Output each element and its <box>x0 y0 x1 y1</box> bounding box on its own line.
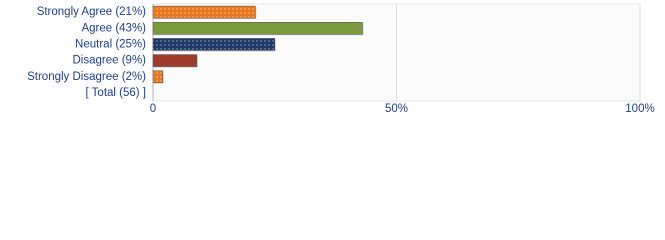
y-tick-label: Agree (43%) <box>81 22 146 34</box>
bar-texture <box>153 6 256 19</box>
x-tick-label: 100% <box>625 103 654 115</box>
x-tick-label: 50% <box>385 103 408 115</box>
y-tick-label: Strongly Disagree (2%) <box>27 71 146 83</box>
bar-texture <box>153 38 275 51</box>
x-tick-label: 0 <box>150 103 156 115</box>
bar <box>152 22 363 35</box>
bar <box>152 54 198 67</box>
y-tick-label: [ Total (56) ] <box>85 87 146 99</box>
y-tick-label: Disagree (9%) <box>73 55 147 67</box>
y-tick-label: Strongly Agree (21%) <box>37 6 146 18</box>
y-tick-label: Neutral (25%) <box>75 38 146 50</box>
bar-texture <box>153 70 163 83</box>
chart: 0 50% 100% Strongly Agree (21%) Agree (43%) N… <box>27 3 655 115</box>
